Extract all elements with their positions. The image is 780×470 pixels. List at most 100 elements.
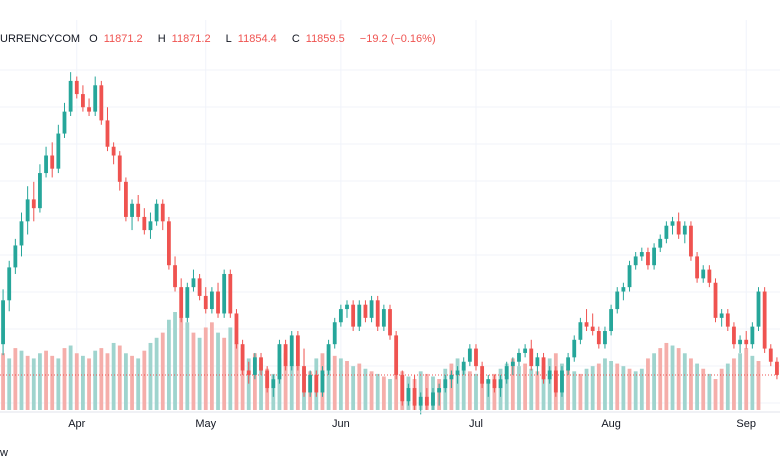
candle-body bbox=[179, 287, 184, 318]
candle bbox=[154, 199, 159, 226]
candle-body bbox=[400, 374, 405, 402]
candle bbox=[719, 309, 724, 327]
candle bbox=[768, 344, 773, 367]
candle-body bbox=[209, 291, 214, 310]
candle bbox=[19, 212, 24, 257]
candle-body bbox=[326, 344, 331, 371]
candle-body bbox=[314, 374, 319, 393]
volume-bar bbox=[74, 353, 79, 410]
candle-body bbox=[44, 155, 48, 174]
candle bbox=[117, 151, 122, 191]
candle-body bbox=[762, 291, 767, 349]
candle-body bbox=[375, 300, 380, 327]
candle bbox=[314, 370, 319, 397]
volume-bar bbox=[154, 337, 159, 410]
candle-body bbox=[676, 221, 681, 235]
volume-bar bbox=[345, 361, 349, 410]
candle-body bbox=[695, 256, 699, 279]
candle-body bbox=[19, 221, 24, 246]
volume-bar bbox=[713, 379, 718, 410]
candle bbox=[615, 287, 620, 314]
candle bbox=[627, 260, 632, 292]
x-tick-label: Sep bbox=[736, 418, 756, 430]
candle bbox=[302, 348, 306, 397]
volume-bar bbox=[652, 353, 656, 410]
candle-body bbox=[498, 379, 503, 389]
candle-body bbox=[197, 278, 202, 296]
candle-body bbox=[93, 85, 98, 112]
volume-bar bbox=[394, 373, 399, 410]
candle-body bbox=[283, 344, 288, 367]
candle bbox=[547, 366, 552, 384]
candle-body bbox=[68, 80, 73, 112]
candle bbox=[553, 366, 558, 397]
candle-body bbox=[222, 273, 227, 314]
candle bbox=[775, 357, 779, 380]
candle-body bbox=[25, 199, 30, 222]
candle-body bbox=[369, 300, 374, 318]
candle-body bbox=[191, 278, 196, 288]
volume-bar bbox=[7, 358, 12, 410]
candle bbox=[160, 199, 165, 231]
candle-body bbox=[345, 304, 349, 310]
candle bbox=[590, 313, 595, 336]
candle bbox=[578, 317, 583, 345]
candle bbox=[50, 142, 55, 178]
grid-lines bbox=[0, 20, 780, 410]
candle-body bbox=[541, 357, 546, 380]
volume-bar bbox=[584, 368, 589, 410]
volume-bar bbox=[228, 327, 233, 410]
legend-close-label: C bbox=[291, 33, 300, 45]
candle bbox=[639, 247, 644, 261]
candle-body bbox=[394, 335, 399, 375]
candle bbox=[596, 326, 601, 349]
volume-bar bbox=[38, 353, 42, 410]
candle bbox=[400, 370, 405, 406]
volume-bar bbox=[136, 358, 141, 410]
candle bbox=[701, 265, 706, 283]
volume-bar bbox=[240, 348, 245, 410]
volume-bar bbox=[81, 355, 85, 410]
volume-bar bbox=[474, 373, 478, 410]
volume-bar bbox=[461, 366, 466, 410]
volume-bar bbox=[222, 337, 227, 410]
candle-body bbox=[320, 370, 325, 393]
candle-body bbox=[744, 339, 749, 345]
candle-body bbox=[136, 203, 141, 217]
volume-bar bbox=[326, 350, 331, 410]
volume-bar bbox=[234, 342, 239, 410]
candle-body bbox=[388, 309, 392, 336]
candle-body bbox=[357, 304, 362, 327]
volume-bar bbox=[277, 358, 282, 410]
candle bbox=[197, 273, 202, 301]
candle bbox=[179, 278, 184, 323]
candle bbox=[560, 366, 564, 397]
candle bbox=[480, 361, 485, 389]
volume-bar bbox=[1, 353, 5, 410]
x-tick-label: Apr bbox=[68, 418, 85, 430]
volume-bar bbox=[455, 358, 460, 410]
volume-bar bbox=[87, 358, 91, 410]
x-tick-label: Aug bbox=[601, 418, 621, 430]
volume-bar bbox=[357, 363, 362, 410]
candle bbox=[351, 300, 356, 332]
volume-bar bbox=[191, 332, 196, 410]
candle-body bbox=[615, 291, 620, 310]
candle bbox=[1, 289, 5, 356]
candle-body bbox=[99, 85, 104, 121]
volume-bar bbox=[93, 350, 98, 410]
candle bbox=[412, 374, 417, 410]
candle-body bbox=[658, 238, 663, 248]
volume-bar bbox=[609, 361, 614, 410]
candle-body bbox=[529, 348, 534, 367]
candle bbox=[744, 331, 749, 349]
candle bbox=[68, 72, 73, 117]
candle bbox=[13, 238, 18, 274]
candle bbox=[437, 383, 442, 406]
candle bbox=[44, 146, 48, 178]
candle bbox=[289, 331, 294, 371]
candle bbox=[388, 304, 392, 340]
candle-body bbox=[664, 225, 669, 239]
candle-body bbox=[271, 379, 276, 389]
